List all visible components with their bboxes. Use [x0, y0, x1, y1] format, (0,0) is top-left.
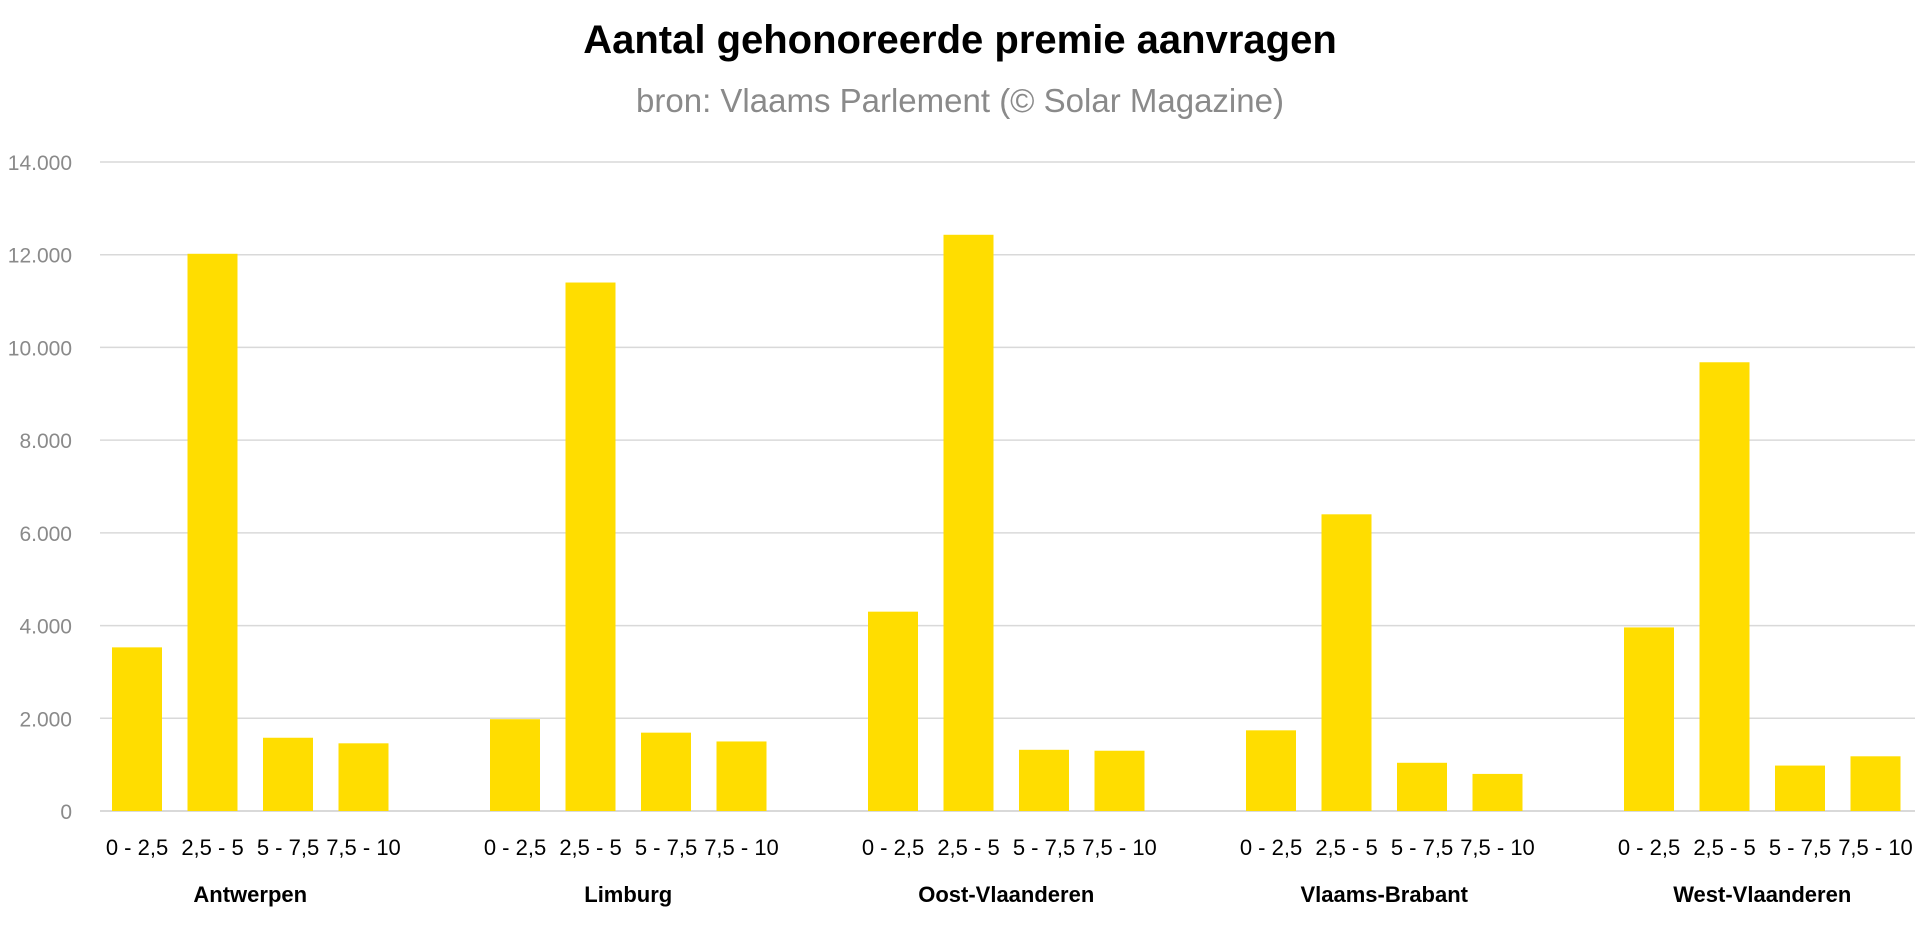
group-labels: Antwerpen Limburg Oost-Vlaanderen Vlaams-Br… [193, 882, 1851, 907]
bar [868, 611, 918, 811]
x-tick-label: 0 - 2,5 [1240, 835, 1302, 860]
y-tick-label: 12.000 [8, 245, 72, 268]
x-tick-label: 7,5 - 10 [326, 835, 401, 860]
y-tick-label: 2.000 [19, 708, 72, 731]
x-tick-label: 2,5 - 5 [937, 835, 999, 860]
chart-title: Aantal gehonoreerde premie aanvragen [583, 18, 1337, 62]
bar [1624, 627, 1674, 811]
x-tick-label: 2,5 - 5 [181, 835, 243, 860]
y-axis-ticks: 0 2.000 4.000 6.000 8.000 10.000 12.000 14.000 [8, 152, 72, 824]
bar [338, 743, 389, 811]
group-label: West-Vlaanderen [1673, 882, 1851, 907]
x-tick-label: 0 - 2,5 [1618, 835, 1680, 860]
bar [565, 282, 616, 811]
bar [263, 737, 313, 811]
x-tick-label: 2,5 - 5 [1693, 835, 1755, 860]
x-tick-label: 5 - 7,5 [257, 835, 319, 860]
x-tick-label: 2,5 - 5 [1315, 835, 1377, 860]
group-label: Vlaams-Brabant [1300, 882, 1468, 907]
group-label: Antwerpen [193, 882, 307, 907]
y-tick-label: 10.000 [8, 337, 72, 360]
chart-subtitle: bron: Vlaams Parlement (© Solar Magazine… [636, 82, 1284, 119]
y-tick-label: 6.000 [19, 523, 72, 546]
x-tick-label: 5 - 7,5 [1013, 835, 1075, 860]
bar [641, 732, 691, 811]
x-tick-label: 0 - 2,5 [106, 835, 168, 860]
y-tick-label: 0 [60, 801, 72, 824]
x-tick-label: 7,5 - 10 [1082, 835, 1157, 860]
bars [112, 234, 1901, 812]
bar [187, 253, 238, 812]
bar [943, 234, 994, 812]
group-label: Limburg [584, 882, 672, 907]
x-tick-label: 2,5 - 5 [559, 835, 621, 860]
bar [716, 741, 767, 811]
x-tick-label: 5 - 7,5 [1769, 835, 1831, 860]
y-tick-label: 8.000 [19, 430, 72, 453]
x-axis-ticks: 0 - 2,5 2,5 - 5 5 - 7,5 7,5 - 10 0 - 2,5 2,5 … [106, 835, 1913, 860]
x-tick-label: 5 - 7,5 [1391, 835, 1453, 860]
x-tick-label: 0 - 2,5 [862, 835, 924, 860]
x-tick-label: 5 - 7,5 [635, 835, 697, 860]
bar [1019, 749, 1069, 811]
bar [1246, 730, 1296, 811]
bar [1321, 514, 1372, 811]
bar [490, 719, 540, 811]
bar [112, 647, 162, 811]
group-label: Oost-Vlaanderen [918, 882, 1094, 907]
y-tick-label: 4.000 [19, 616, 72, 639]
bar [1850, 756, 1901, 811]
bar [1775, 765, 1825, 811]
x-tick-label: 7,5 - 10 [1460, 835, 1535, 860]
bar [1397, 762, 1447, 811]
bar [1699, 362, 1750, 811]
x-tick-label: 7,5 - 10 [704, 835, 779, 860]
x-tick-label: 0 - 2,5 [484, 835, 546, 860]
x-tick-label: 7,5 - 10 [1838, 835, 1913, 860]
bar [1094, 750, 1145, 811]
y-tick-label: 14.000 [8, 152, 72, 175]
gridlines [100, 161, 1915, 812]
bar [1472, 773, 1523, 811]
